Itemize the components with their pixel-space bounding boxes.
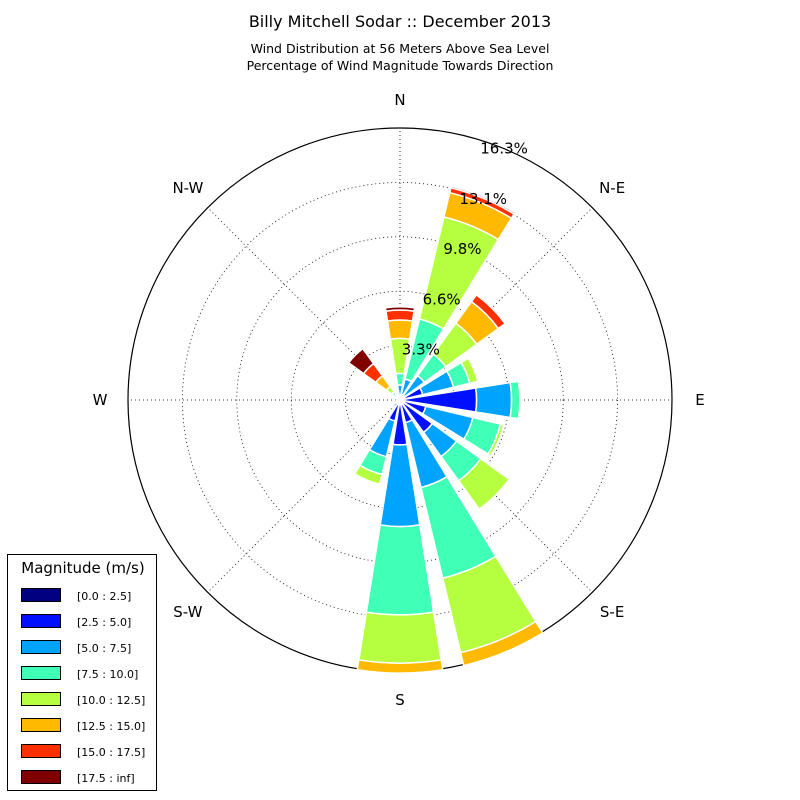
wind-bar [386,319,414,340]
grid-spoke [399,399,593,593]
direction-label: S-E [600,603,624,621]
radial-tick-label: 6.6% [423,291,461,309]
grid-ring [182,182,618,618]
radial-tick-label: 16.3% [480,140,528,158]
direction-label: W [93,391,108,409]
polar-labels: N N-E E S-E S S-W W N-W 3.3% 6.6% 9.8% 13.1% 16.3% [93,91,705,709]
legend: Magnitude (m/s) [0.0 : 2.5] [2.5 : 5.0] … [7,554,157,791]
wind-bar [460,357,479,385]
direction-label: S-W [173,603,202,621]
wind-bar [487,423,505,457]
wind-bar [394,400,398,404]
legend-swatch [21,666,61,680]
wind-bar [356,659,444,674]
wind-bar [368,417,396,458]
wind-bar [358,611,442,664]
wind-bar [392,401,399,408]
wind-bar [365,524,435,616]
grid-spoke [207,399,401,593]
direction-label: E [695,391,704,409]
legend-label: [7.5 : 10.0] [77,668,139,681]
legend-swatch [21,744,61,758]
legend-label: [0.0 : 2.5] [77,590,132,603]
legend-label: [2.5 : 5.0] [77,616,132,629]
chart-subtitle-2: Percentage of Wind Magnitude Towards Dir… [246,58,554,73]
direction-label: N-E [599,179,625,197]
legend-swatch [21,614,61,628]
radial-tick-label: 13.1% [459,190,507,208]
radial-tick-label: 9.8% [443,240,481,258]
chart-title: Billy Mitchell Sodar :: December 2013 [248,12,552,31]
chart-subtitle-1: Wind Distribution at 56 Meters Above Sea… [250,41,550,56]
direction-label: S [395,691,405,709]
direction-label: N-W [172,179,203,197]
wind-bar [353,464,383,485]
wind-bar [384,305,416,312]
wind-bar [348,348,375,375]
wind-bar [396,393,400,398]
direction-label: N [394,91,405,109]
legend-swatch [21,692,61,706]
wind-bar [459,620,544,667]
grid-spoke [399,207,593,401]
legend-label: [15.0 : 17.5] [77,746,146,759]
wind-bar [517,380,523,420]
wind-bar [474,381,513,419]
wind-bar [470,294,506,330]
wind-rose-bars [348,185,544,674]
legend-swatch [21,588,61,602]
legend-swatch [21,640,61,654]
wind-bar [385,309,415,322]
legend-label: [12.5 : 15.0] [77,720,146,733]
wind-bar [450,185,516,215]
grid-spoke [207,207,401,401]
wind-bar [395,372,405,386]
legend-label: [17.5 : inf] [77,772,135,785]
radial-tick-label: 3.3% [402,341,440,359]
legend-label: [5.0 : 7.5] [77,642,132,655]
wind-bar [457,457,510,510]
legend-title: Magnitude (m/s) [21,559,145,577]
legend-label: [10.0 : 12.5] [77,694,146,707]
legend-swatch [21,770,61,784]
legend-swatch [21,718,61,732]
